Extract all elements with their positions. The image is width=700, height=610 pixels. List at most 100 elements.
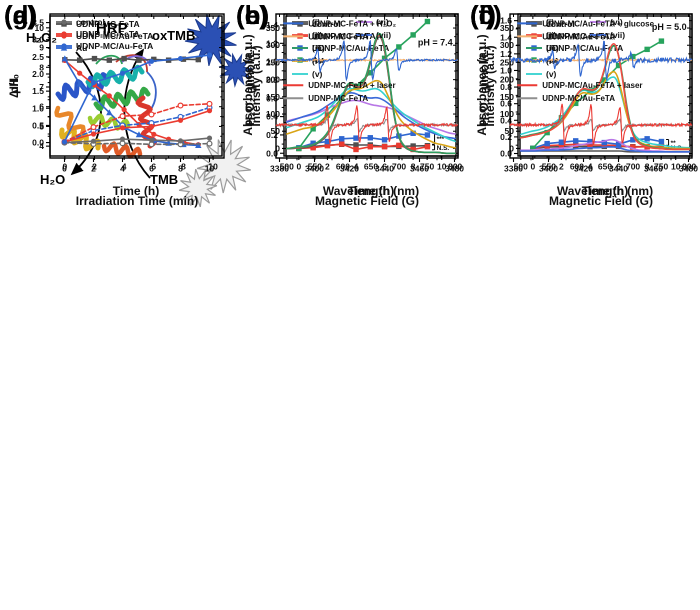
svg-text:6: 6	[149, 164, 154, 174]
chart-absorbance-2: 500 550 600 650 700 750 8000.00.20.40.60.81.01…	[475, 13, 697, 198]
svg-text:(i): (i)	[312, 17, 320, 27]
svg-text:550: 550	[542, 162, 556, 172]
svg-text:Wavelength (nm): Wavelength (nm)	[557, 184, 653, 198]
svg-text:3460: 3460	[410, 164, 429, 174]
svg-text:600: 600	[336, 162, 350, 172]
svg-text:8: 8	[181, 162, 186, 172]
svg-text:0: 0	[509, 143, 514, 153]
svg-text:1.6: 1.6	[500, 16, 512, 26]
svg-text:350: 350	[500, 23, 514, 33]
svg-text:0.0: 0.0	[266, 148, 278, 158]
svg-text:Wavelength (nm): Wavelength (nm)	[323, 184, 419, 198]
svg-text:1.0: 1.0	[266, 57, 278, 67]
svg-text:Absorbance (a.u.): Absorbance (a.u.)	[475, 34, 489, 135]
svg-text:(ii): (ii)	[546, 30, 557, 40]
svg-text:0.4: 0.4	[500, 115, 512, 125]
svg-text:Magnetic Field (G): Magnetic Field (G)	[315, 194, 419, 208]
svg-text:0: 0	[530, 162, 535, 172]
svg-text:1.0: 1.0	[32, 103, 44, 113]
svg-text:3400: 3400	[539, 164, 558, 174]
svg-text:0: 0	[275, 143, 280, 153]
svg-text:3440: 3440	[375, 164, 394, 174]
svg-text:4: 4	[39, 141, 44, 151]
svg-text:0: 0	[296, 162, 301, 172]
svg-text:0.8: 0.8	[500, 82, 512, 92]
panel-h-label: (h)	[236, 0, 270, 30]
svg-text:UDNP-MC/Au-FeTA: UDNP-MC/Au-FeTA	[542, 94, 615, 103]
svg-text:(iii): (iii)	[312, 43, 325, 53]
svg-text:3420: 3420	[574, 164, 593, 174]
svg-text:(iii): (iii)	[546, 43, 559, 53]
svg-text:3480: 3480	[445, 164, 464, 174]
panel-c-label: (c)	[470, 0, 502, 30]
svg-text:600: 600	[570, 162, 584, 172]
svg-text:3400: 3400	[305, 164, 324, 174]
svg-text:UDNP-MC/Au-FeTA + laser: UDNP-MC/Au-FeTA + laser	[542, 81, 642, 90]
svg-text:(vii): (vii)	[376, 30, 391, 40]
svg-text:N.S.: N.S.	[437, 145, 450, 152]
svg-text:4: 4	[120, 164, 125, 174]
svg-text:300: 300	[266, 40, 280, 50]
svg-text:10: 10	[671, 162, 681, 172]
panel-g: (g) 0 2 4 6 8 10 0.0 0.5 1.0 1.5 2.0 2.5 3.0 3.5 Irrad…	[0, 0, 232, 210]
svg-text:(vi): (vi)	[376, 17, 389, 27]
svg-text:750: 750	[420, 162, 434, 172]
oxtmb-label: oxTMB	[152, 28, 196, 43]
svg-text:250: 250	[500, 57, 514, 67]
svg-text:500: 500	[514, 162, 528, 172]
panel-i-label: (i)	[470, 0, 495, 30]
svg-text:800: 800	[448, 162, 462, 172]
svg-text:100: 100	[266, 109, 280, 119]
svg-text:UDNP-MC-FeTA: UDNP-MC-FeTA	[308, 94, 368, 103]
svg-text:1.4: 1.4	[500, 32, 512, 42]
svg-text:3.5: 3.5	[32, 18, 44, 28]
svg-text:control: control	[312, 19, 341, 29]
svg-text:150: 150	[266, 92, 280, 102]
svg-text:Magnetic Field (G): Magnetic Field (G)	[549, 194, 653, 208]
panel-h: (h) 3380 3400 3420 3440 3460 3480 Magnetic Fie…	[232, 0, 466, 210]
svg-text:control: control	[546, 19, 575, 29]
svg-text:150: 150	[500, 92, 514, 102]
svg-text:3380: 3380	[270, 164, 289, 174]
svg-text:UDNP-MC-FeTA: UDNP-MC-FeTA	[312, 31, 376, 41]
svg-text:6: 6	[616, 162, 621, 172]
svg-text:H₂O₂ (μmol/L): H₂O₂ (μmol/L)	[243, 46, 257, 125]
svg-text:3380: 3380	[504, 164, 523, 174]
svg-text:8: 8	[178, 164, 183, 174]
h2o2-label: H₂O₂	[26, 30, 58, 45]
svg-text:0.5: 0.5	[32, 120, 44, 130]
svg-text:(iv): (iv)	[546, 56, 559, 66]
svg-text:Intensity (a.u.): Intensity (a.u.)	[249, 45, 263, 126]
svg-text:7: 7	[39, 82, 44, 92]
svg-text:(v): (v)	[546, 69, 557, 79]
svg-text:Irradiation Time (min): Irradiation Time (min)	[76, 194, 198, 208]
svg-text:(vi): (vi)	[610, 17, 623, 27]
svg-text:0.8: 0.8	[266, 75, 278, 85]
svg-text:UDNP-MC-FeTA: UDNP-MC-FeTA	[76, 19, 140, 29]
svg-text:8: 8	[411, 162, 416, 172]
svg-text:750: 750	[654, 162, 668, 172]
svg-text:250: 250	[266, 57, 280, 67]
svg-text:8: 8	[645, 162, 650, 172]
svg-text:0.2: 0.2	[266, 130, 278, 140]
svg-text:UDNP-MC/Au-FeTA: UDNP-MC/Au-FeTA	[76, 31, 153, 41]
chart-deltaI-I0: 0 2 4 6 8 10 0.0 0.5 1.0 1.5 2.0 2.5 3.0 3.5 Irradiati…	[7, 13, 225, 208]
svg-text:5: 5	[39, 121, 44, 131]
svg-text:pH: pH	[7, 78, 21, 94]
svg-text:2: 2	[559, 162, 564, 172]
svg-text:UDNP-MC/Au-FeTA + glucose: UDNP-MC/Au-FeTA + glucose	[542, 19, 654, 28]
svg-text:0.2: 0.2	[500, 132, 512, 142]
svg-text:control: control	[76, 17, 105, 27]
svg-text:300: 300	[500, 40, 514, 50]
panel-d-label: (d)	[4, 0, 38, 30]
svg-text:1.5: 1.5	[32, 86, 44, 96]
svg-text:10: 10	[205, 164, 215, 174]
chart-esr-feta: 3380 3400 3420 3440 3460 3480 Magnetic Field (…	[249, 13, 464, 208]
svg-text:2.0: 2.0	[32, 69, 44, 79]
svg-text:6: 6	[382, 162, 387, 172]
svg-text:(ii): (ii)	[312, 30, 323, 40]
svg-text:3440: 3440	[609, 164, 628, 174]
svg-text:10: 10	[35, 23, 45, 33]
svg-text:UDNP-MC/Au-FeTA: UDNP-MC/Au-FeTA	[546, 43, 623, 53]
